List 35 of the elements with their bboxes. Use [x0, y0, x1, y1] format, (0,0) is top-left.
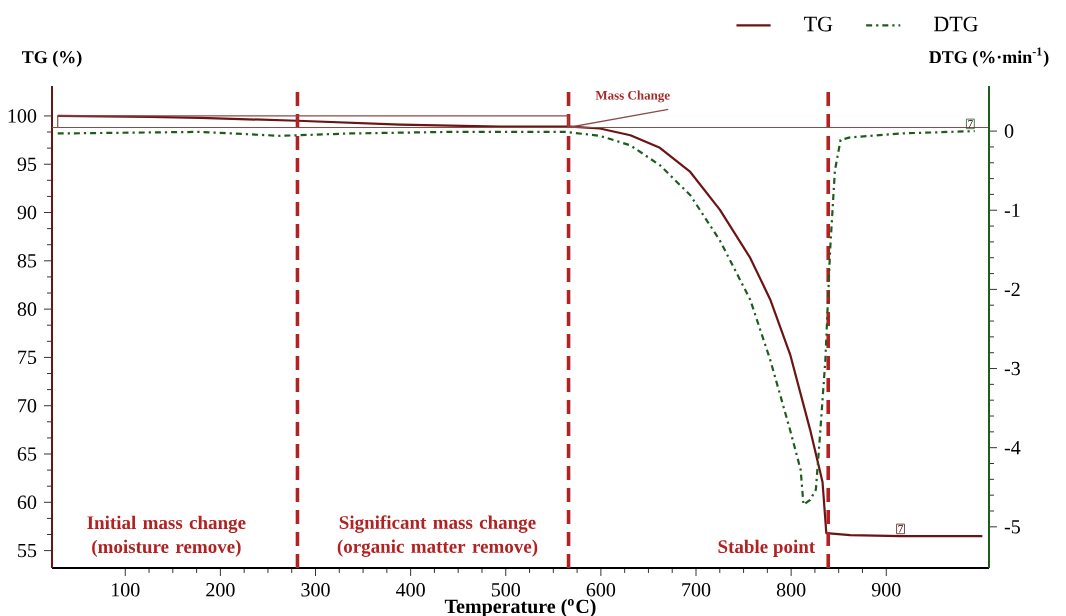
x-tick-label: 900 — [871, 583, 901, 597]
y-tick-label: 55 — [18, 543, 37, 558]
y-tick-label: 80 — [17, 302, 37, 316]
x-tick-label: 800 — [776, 583, 806, 597]
x-tick-label: 600 — [586, 583, 616, 597]
y2-tick-label: 0 — [1004, 124, 1014, 138]
y-tick-label: 60 — [17, 495, 37, 510]
y2-tick-label: -3 — [1004, 361, 1020, 376]
ref-line-label: Significant mass change (organic matter remove) — [337, 515, 538, 557]
y2-tick-label: -2 — [1004, 282, 1020, 297]
x-tick-label: 300 — [301, 583, 330, 597]
ref-line-label: Initial mass change (moisture remove) — [87, 515, 246, 557]
y2-tick-label: -1 — [1004, 203, 1020, 217]
annotation: 7 — [898, 525, 903, 533]
y-tick-label: 90 — [17, 205, 37, 220]
x-tick-label: 100 — [112, 583, 140, 597]
y2-tick-label: -5 — [1004, 520, 1020, 534]
y2-axis-title: DTG (%·min$^{-1}$) — [929, 47, 1049, 67]
x-tick-label: 400 — [396, 583, 425, 597]
y-tick-label: 65 — [17, 447, 37, 461]
x-tick-label: 700 — [682, 583, 711, 597]
y2-tick-label: -4 — [1004, 441, 1021, 455]
y-tick-label: 95 — [17, 157, 37, 171]
ref-line-label: Stable point — [718, 539, 816, 557]
y-tick-label: 70 — [18, 398, 37, 413]
y-tick-label: 75 — [18, 350, 37, 365]
y-axis-title: TG (%) — [22, 50, 82, 67]
legend-label: DTG — [934, 16, 978, 32]
legend-label: TG — [804, 16, 833, 32]
annotation: Mass Change — [595, 90, 670, 103]
x-tick-label: 200 — [206, 583, 235, 597]
annotation: 7 — [968, 120, 973, 128]
y-tick-label: 100 — [8, 109, 37, 123]
y-tick-label: 85 — [17, 254, 37, 268]
x-tick-label: 500 — [491, 583, 521, 597]
